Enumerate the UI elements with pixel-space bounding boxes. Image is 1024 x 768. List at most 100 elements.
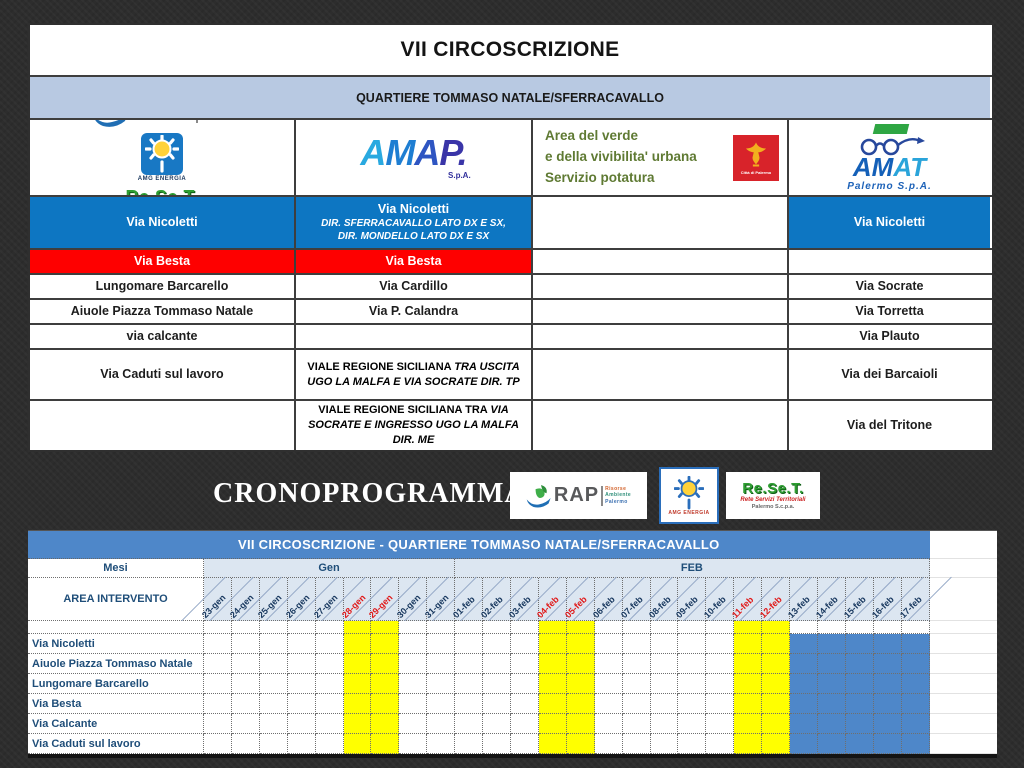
gantt-date-header: 12-feb bbox=[739, 576, 791, 622]
gantt-row-label: Via Besta bbox=[28, 694, 204, 714]
street-cell: Via Nicoletti bbox=[787, 197, 990, 248]
table-row: VIALE REGIONE SICILIANA TRA VIA SOCRATE … bbox=[30, 399, 992, 450]
gantt-cell bbox=[510, 674, 539, 694]
gantt-cell bbox=[734, 694, 763, 714]
gantt-date-header: 24-gen bbox=[209, 576, 260, 622]
gantt-mesi-label: Mesi bbox=[28, 559, 204, 578]
gantt-cell bbox=[427, 734, 456, 754]
amg-sun-icon bbox=[144, 135, 179, 173]
gantt-date-header: 25-gen bbox=[237, 576, 288, 622]
gantt-cell bbox=[566, 674, 595, 694]
gantt-cell bbox=[231, 654, 260, 674]
gantt-month-gen: Gen bbox=[204, 559, 456, 578]
gantt-cell bbox=[622, 634, 651, 654]
gantt-cell bbox=[455, 674, 484, 694]
gantt-cell bbox=[845, 714, 874, 734]
gantt-cell bbox=[678, 694, 707, 714]
gantt-cell bbox=[483, 694, 511, 714]
gantt-date-label: 11-feb bbox=[730, 594, 756, 620]
street-main: Via Nicoletti bbox=[377, 201, 450, 216]
gantt-table: VII CIRCOSCRIZIONE - QUARTIERE TOMMASO N… bbox=[28, 530, 997, 758]
gantt-cell bbox=[510, 634, 539, 654]
gantt-cell bbox=[845, 621, 874, 634]
gantt-date-label: 27-gen bbox=[311, 592, 340, 620]
gantt-cell bbox=[287, 694, 316, 714]
gantt-date-header: 29-gen bbox=[348, 576, 400, 622]
top-table: VII CIRCOSCRIZIONE QUARTIERE TOMMASO NAT… bbox=[28, 23, 994, 452]
reset-sub-1: Rete Servizi Territoriali bbox=[740, 497, 806, 504]
gantt-cell bbox=[510, 621, 539, 634]
gantt-void-cell bbox=[929, 714, 997, 734]
gantt-cell bbox=[455, 714, 484, 734]
gantt-cell bbox=[678, 734, 707, 754]
gantt-date-header: 31-gen bbox=[404, 576, 456, 622]
rap-logo-divider bbox=[601, 485, 604, 506]
gantt-cell bbox=[483, 734, 511, 754]
gantt-cell bbox=[204, 654, 232, 674]
gantt-date-label: 15-feb bbox=[841, 594, 868, 620]
verde-cell: Area del verde e della vivibilita' urban… bbox=[531, 120, 787, 195]
gantt-cell bbox=[399, 634, 428, 654]
gantt-date-label: 03-feb bbox=[506, 594, 533, 620]
gantt-cell bbox=[678, 714, 707, 734]
gantt-cell bbox=[427, 621, 456, 634]
gantt-cell bbox=[594, 654, 623, 674]
gantt-cell bbox=[790, 674, 818, 694]
palermo-eagle-icon bbox=[746, 142, 766, 167]
gantt-cell bbox=[790, 654, 818, 674]
gantt-cell bbox=[259, 634, 288, 654]
gantt-date-header: 09-feb bbox=[655, 576, 707, 622]
gantt-cell bbox=[371, 654, 400, 674]
gantt-cell bbox=[594, 734, 623, 754]
empty-cell bbox=[531, 401, 787, 450]
citta-di-palermo-emblem: Città di Palermo bbox=[733, 134, 779, 181]
street-cell: Via Nicoletti DIR. SFERRACAVALLO LATO DX… bbox=[294, 197, 531, 248]
gantt-date-label: 25-gen bbox=[255, 592, 284, 620]
gantt-cell bbox=[706, 634, 735, 654]
gantt-cell bbox=[566, 694, 595, 714]
gantt-void-cell bbox=[929, 674, 997, 694]
gantt-void-cell bbox=[906, 576, 997, 622]
gantt-cell bbox=[622, 694, 651, 714]
gantt-date-header: 30-gen bbox=[376, 576, 428, 622]
gantt-date-header: 17-feb bbox=[878, 576, 930, 622]
gantt-cell bbox=[762, 634, 791, 654]
gantt-area-label: AREA INTERVENTO bbox=[28, 578, 204, 621]
gantt-cell bbox=[231, 674, 260, 694]
gantt-cell bbox=[315, 621, 344, 634]
street-cell: Via dei Barcaioli bbox=[787, 350, 990, 399]
gantt-cell bbox=[399, 621, 428, 634]
gantt-cell bbox=[873, 654, 902, 674]
gantt-cell bbox=[343, 634, 372, 654]
gantt-date-label: 31-gen bbox=[423, 592, 451, 620]
rap-leaf-hand-icon bbox=[95, 120, 126, 128]
gantt-cell bbox=[455, 654, 484, 674]
page-title: VII CIRCOSCRIZIONE bbox=[400, 38, 620, 61]
viale-italic: TRA USCITA UGO LA MALFA E VIA SOCRATE DI… bbox=[307, 360, 520, 388]
table-row: QUARTIERE TOMMASO NATALE/SFERRACAVALLO bbox=[30, 75, 992, 118]
gantt-cell bbox=[650, 714, 679, 734]
gantt-cell bbox=[817, 674, 846, 694]
rap-sub-3: Palermo bbox=[605, 498, 628, 505]
gantt-cell bbox=[231, 634, 260, 654]
gantt-date-header: 07-feb bbox=[599, 576, 651, 622]
gantt-date-header: 01-feb bbox=[432, 576, 484, 622]
empty-cell bbox=[531, 325, 787, 348]
gantt-void-cell bbox=[929, 634, 997, 654]
gantt-cell bbox=[483, 621, 511, 634]
gantt-cell bbox=[790, 714, 818, 734]
gantt-date-header: 16-feb bbox=[850, 576, 902, 622]
gantt-row-label: Lungomare Barcarello bbox=[28, 674, 204, 694]
gantt-cell bbox=[650, 694, 679, 714]
street-cell: Via Besta bbox=[294, 250, 531, 273]
gantt-cell bbox=[901, 714, 930, 734]
empty-cell bbox=[787, 250, 990, 273]
gantt-date-header: 08-feb bbox=[627, 576, 679, 622]
gantt-month-feb: FEB bbox=[455, 559, 930, 578]
quartiere-subtitle: QUARTIERE TOMMASO NATALE/SFERRACAVALLO bbox=[30, 77, 990, 118]
gantt-cell bbox=[650, 674, 679, 694]
gantt-cell bbox=[399, 734, 428, 754]
gantt-cell bbox=[762, 674, 791, 694]
gantt-cell bbox=[845, 634, 874, 654]
gantt-cell bbox=[817, 734, 846, 754]
